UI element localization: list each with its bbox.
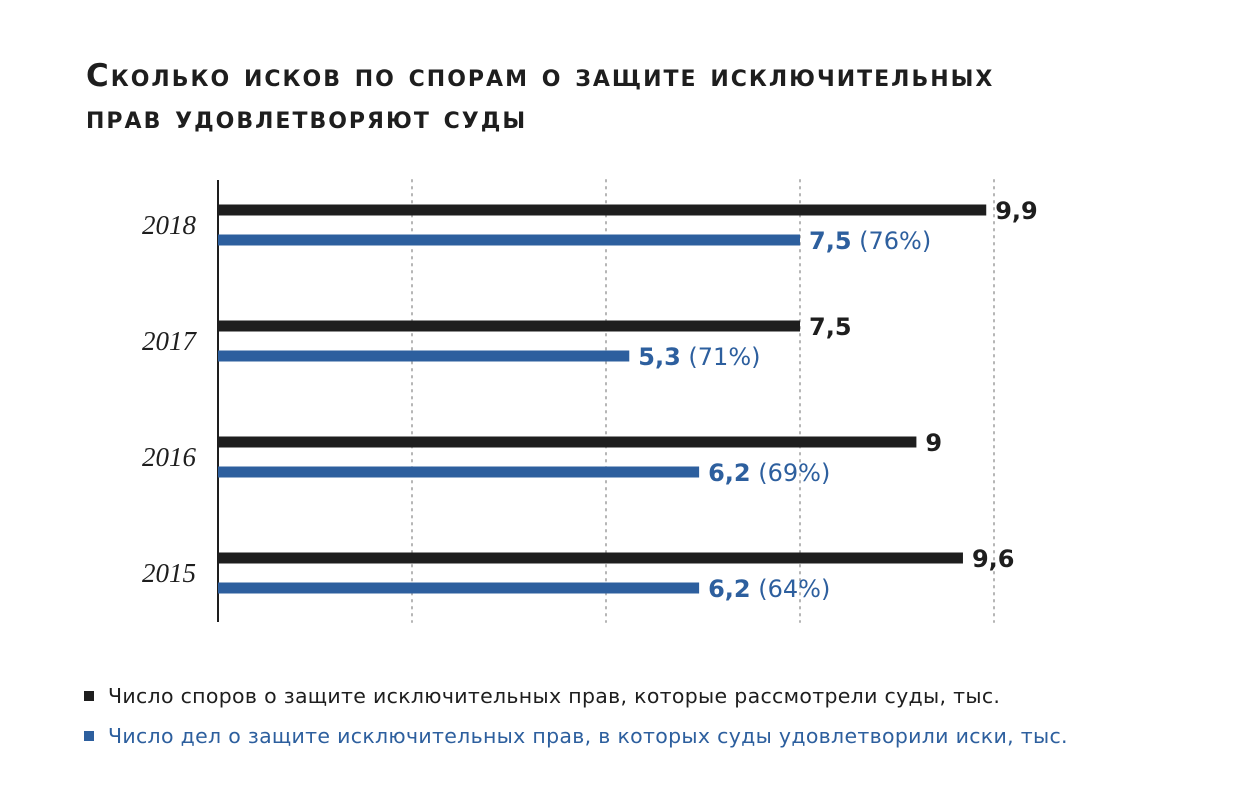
category-label: 2015 xyxy=(142,558,196,588)
chart-title-line-2: прав удовлетворяют суды xyxy=(86,100,528,136)
data-label-satisfied: 7,5 (76%) xyxy=(809,227,931,255)
legend-label-total: Число споров о защите исключительных пра… xyxy=(108,684,1001,708)
category-label: 2018 xyxy=(142,210,197,240)
bar-satisfied xyxy=(218,234,800,246)
legend-marker-total xyxy=(84,691,94,701)
bar-total xyxy=(218,204,987,216)
legend-marker-satisfied xyxy=(84,731,94,741)
bar-total xyxy=(218,552,963,564)
data-label-satisfied: 6,2 (64%) xyxy=(708,575,830,603)
legend: Число споров о защите исключительных пра… xyxy=(84,676,1068,756)
chart-title-line-1: Сколько исков по спорам о защите исключи… xyxy=(86,58,995,94)
legend-item-satisfied: Число дел о защите исключительных прав, … xyxy=(84,716,1068,756)
bar-total xyxy=(218,320,800,332)
data-label-satisfied: 6,2 (69%) xyxy=(708,459,830,487)
legend-item-total: Число споров о защите исключительных пра… xyxy=(84,676,1068,716)
data-label-total: 9,6 xyxy=(972,545,1015,573)
category-label: 2016 xyxy=(142,442,197,472)
data-label-total: 9 xyxy=(925,429,942,457)
data-label-total: 9,9 xyxy=(995,197,1038,225)
legend-label-satisfied: Число дел о защите исключительных прав, … xyxy=(108,724,1068,748)
chart-title: Сколько исков по спорам о защите исключи… xyxy=(86,55,1206,139)
bar-satisfied xyxy=(218,466,700,478)
bar-satisfied xyxy=(218,350,630,362)
data-label-satisfied: 5,3 (71%) xyxy=(638,343,760,371)
bar-total xyxy=(218,436,917,448)
category-label: 2017 xyxy=(142,326,198,356)
bar-satisfied xyxy=(218,582,700,594)
data-label-total: 7,5 xyxy=(809,313,852,341)
